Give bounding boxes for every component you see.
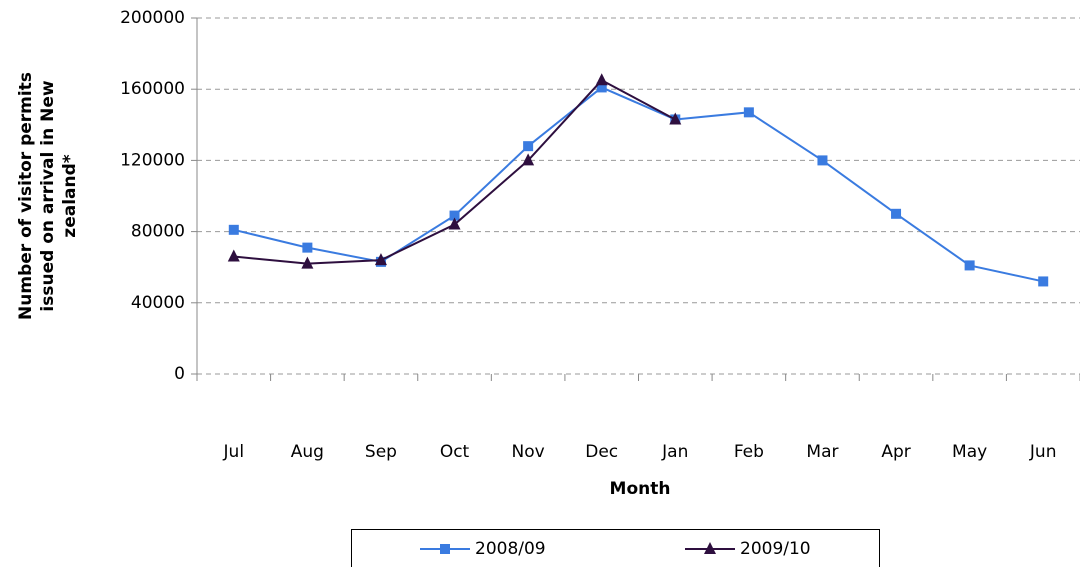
legend-box [351,529,880,567]
x-tick-label: Apr [881,442,910,462]
y-tick-label: 200000 [120,8,185,28]
legend-label: 2008/09 [475,539,546,559]
marker [596,82,607,93]
x-tick-label: May [952,442,987,462]
x-tick-label: Sep [365,442,397,462]
marker [817,155,828,166]
x-tick-label: Mar [806,442,838,462]
marker [743,107,754,118]
marker [228,224,239,235]
y-axis-label: Number of visitor permits issued on arri… [16,72,80,320]
x-tick-label: Jan [661,442,688,462]
x-tick-label: Aug [291,442,324,462]
marker [227,249,240,262]
marker [669,112,682,125]
marker [301,256,314,269]
y-tick-label: 0 [174,364,185,384]
y-tick-label: 160000 [120,79,185,99]
marker [523,141,534,152]
marker [448,217,461,230]
x-tick-label: Jul [223,442,245,462]
series-line [233,86,1044,283]
x-tick-label: Oct [440,442,470,462]
series-line [233,79,676,265]
x-tick-label: Jun [1029,442,1057,462]
marker [374,253,387,266]
x-tick-label: Dec [585,442,618,462]
x-axis-label: Month [610,479,671,499]
y-tick-label: 80000 [131,222,185,242]
marker [1038,276,1049,287]
y-tick-label: 40000 [131,293,185,313]
x-tick-label: Feb [734,442,764,462]
marker [440,544,450,554]
marker [522,153,535,166]
marker [302,242,313,253]
marker [964,260,975,271]
x-tick-label: Nov [512,442,545,462]
marker [891,208,902,219]
marker [704,542,716,554]
marker [595,73,608,86]
y-tick-label: 120000 [120,150,185,170]
legend-label: 2009/10 [740,539,811,559]
marker [449,210,460,221]
